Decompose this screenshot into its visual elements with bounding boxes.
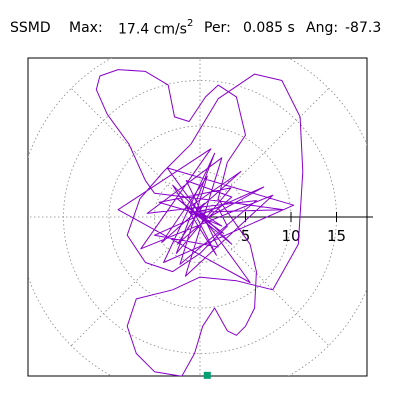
period-label: Per: [204, 20, 231, 36]
particle-motion-plot: 5 10 15 [27, 57, 373, 379]
max-value: 17.4 [118, 21, 150, 38]
max-marker-layer [203, 371, 211, 379]
grid-spoke-315 [199, 216, 329, 346]
grid-spoke-45 [199, 88, 329, 218]
angle-value: -87.3 [345, 20, 382, 36]
angle-label: Ang: [306, 20, 339, 36]
max-unit: cm/s [153, 21, 187, 38]
max-label: Max: [69, 20, 103, 36]
max-unit-exponent: 2 [186, 18, 194, 29]
trace-series-0 [95, 69, 304, 376]
max-marker [203, 371, 211, 379]
station-code: SSMD [10, 20, 51, 36]
x-tick-label-5: 5 [241, 227, 251, 245]
period-value: 0.085 s [243, 20, 295, 36]
motion-trace [95, 69, 304, 376]
grid-spoke-225 [71, 216, 201, 346]
x-tick-label-15: 15 [327, 227, 346, 245]
polar-grid [28, 58, 367, 376]
x-tick-label-10: 10 [281, 227, 300, 245]
chart-header: SSMD Max: 17.4 cm/s2 Per: 0.085 s Ang: -… [0, 0, 400, 40]
max-value-group: 17.4 cm/s2 [118, 18, 194, 38]
